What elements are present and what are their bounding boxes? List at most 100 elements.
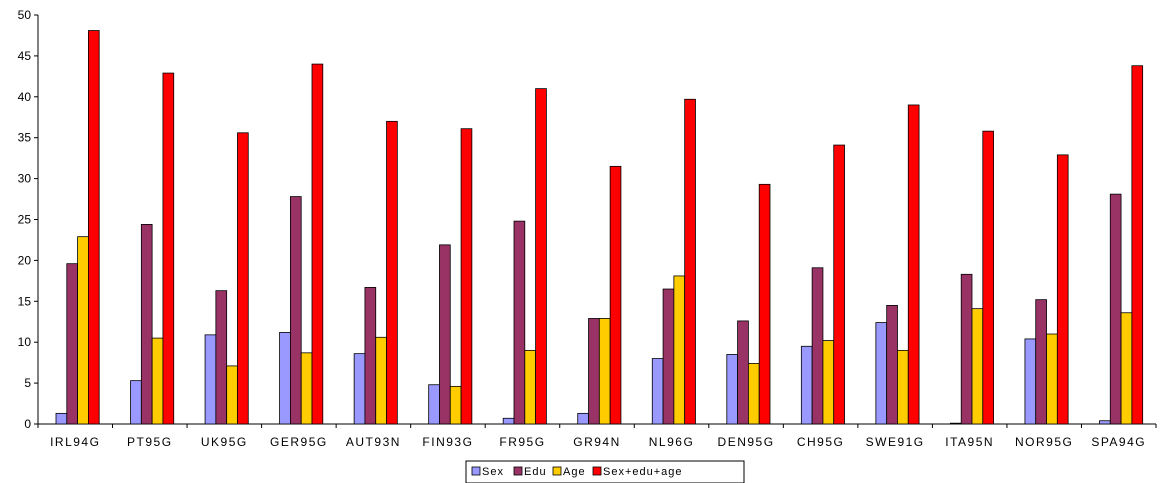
bar-age [77, 236, 89, 425]
bar-age [822, 340, 835, 425]
y-tick-label: 0 [24, 417, 31, 431]
legend-swatch [471, 466, 481, 476]
x-category-label: PT95G [127, 435, 173, 449]
y-tick-label: 20 [18, 253, 32, 267]
bar-sex-edu-age [535, 88, 547, 425]
y-tick-label: 35 [18, 131, 32, 145]
y-tick-label: 5 [24, 376, 31, 390]
bar-edu [960, 273, 973, 425]
legend-label: Edu [524, 466, 547, 478]
bar-edu [66, 263, 79, 425]
bar-sex [875, 322, 888, 425]
bar-age [748, 363, 760, 425]
bar-sex [1099, 420, 1111, 425]
y-tick-label: 50 [18, 8, 32, 22]
bar-sex-edu-age [162, 72, 175, 425]
bar-sex-edu-age [982, 130, 994, 425]
x-category-label: SWE91G [866, 435, 925, 449]
bar-sex-edu-age [684, 98, 696, 425]
x-category-label: GER95G [270, 435, 328, 449]
bar-sex [502, 417, 515, 425]
bar-sex [800, 345, 813, 425]
bar-sex [55, 412, 68, 425]
bar-age [1120, 312, 1133, 425]
bar-edu [1109, 193, 1122, 425]
bar-edu [215, 290, 228, 425]
legend-swatch [592, 466, 602, 476]
bar-sex-edu-age [311, 63, 324, 425]
x-category-label: FR95G [499, 435, 545, 449]
x-axis: IRL94G PT95G UK95G GER95G AUT93N FIN93G FR95G G… [37, 423, 1157, 449]
bar-edu [513, 220, 526, 425]
y-tick-label: 30 [18, 172, 32, 186]
bar-age [1046, 333, 1058, 425]
bar-sex-edu-age [609, 165, 622, 425]
bar-sex [651, 358, 664, 425]
bar-sex-edu-age [460, 128, 473, 425]
y-tick-label: 45 [18, 49, 32, 63]
bar-sex [130, 380, 142, 425]
bar-edu [140, 224, 153, 425]
y-tick-label: 25 [18, 213, 32, 227]
bar-age [971, 308, 984, 425]
bar-age [598, 318, 611, 425]
legend-swatch [513, 466, 523, 476]
bar-sex-edu-age [833, 144, 845, 425]
legend-label: Sex+edu+age [603, 466, 683, 478]
series-sex [55, 322, 1111, 425]
y-tick-label: 40 [18, 90, 32, 104]
x-category-label: GR94N [573, 435, 621, 449]
series-age [77, 236, 1133, 425]
bar-age [226, 365, 238, 425]
y-axis: 0 5 10 15 20 25 30 35 40 45 50 [18, 8, 39, 431]
legend-swatch [552, 466, 562, 476]
bar-age [524, 349, 536, 425]
bar-edu [886, 304, 898, 425]
legend: Sex Edu Age Sex+edu+age [465, 460, 745, 483]
bar-edu [1035, 299, 1047, 425]
x-category-label: NOR95G [1015, 435, 1073, 449]
bars [55, 30, 1144, 425]
bar-sex [279, 331, 291, 425]
bar-sex [577, 412, 589, 425]
y-tick-label: 15 [18, 294, 32, 308]
x-category-label: FIN93G [422, 435, 473, 449]
bar-age [449, 385, 462, 425]
x-category-label: CH95G [797, 435, 845, 449]
bar-edu [364, 286, 377, 425]
legend-box [465, 460, 745, 483]
bar-sex-edu-age [237, 132, 249, 425]
bar-sex-edu-age [386, 120, 398, 425]
bar-sex-edu-age [758, 183, 771, 425]
bar-edu [439, 244, 451, 425]
series-edu [66, 193, 1122, 425]
bar-sex [726, 354, 738, 425]
x-category-label: ITA95N [945, 435, 994, 449]
bar-age [300, 352, 313, 425]
legend-label: Age [563, 466, 586, 478]
bar-age [673, 275, 686, 425]
x-category-label: AUT93N [346, 435, 401, 449]
bar-sex-edu-age [1056, 154, 1069, 425]
x-category-label: NL96G [649, 435, 695, 449]
x-category-label: IRL94G [50, 435, 100, 449]
x-category-label: SPA94G [1091, 435, 1146, 449]
bar-edu [662, 288, 675, 425]
bar-edu [811, 267, 824, 425]
bar-sex [950, 422, 962, 425]
bar-age [897, 349, 909, 425]
bar-sex-edu-age [88, 30, 100, 425]
x-category-label: DEN95G [718, 435, 775, 449]
bar-sex [353, 353, 366, 425]
bar-edu [737, 320, 749, 425]
bar-edu [588, 318, 600, 425]
legend-label: Sex [482, 466, 504, 478]
bar-sex [204, 334, 217, 425]
bar-age [375, 336, 387, 425]
bar-edu [289, 196, 302, 425]
bar-sex-edu-age [907, 104, 920, 425]
series-sex-edu-age [88, 30, 1144, 425]
bar-age [151, 337, 164, 425]
bar-sex-edu-age [1131, 65, 1144, 425]
